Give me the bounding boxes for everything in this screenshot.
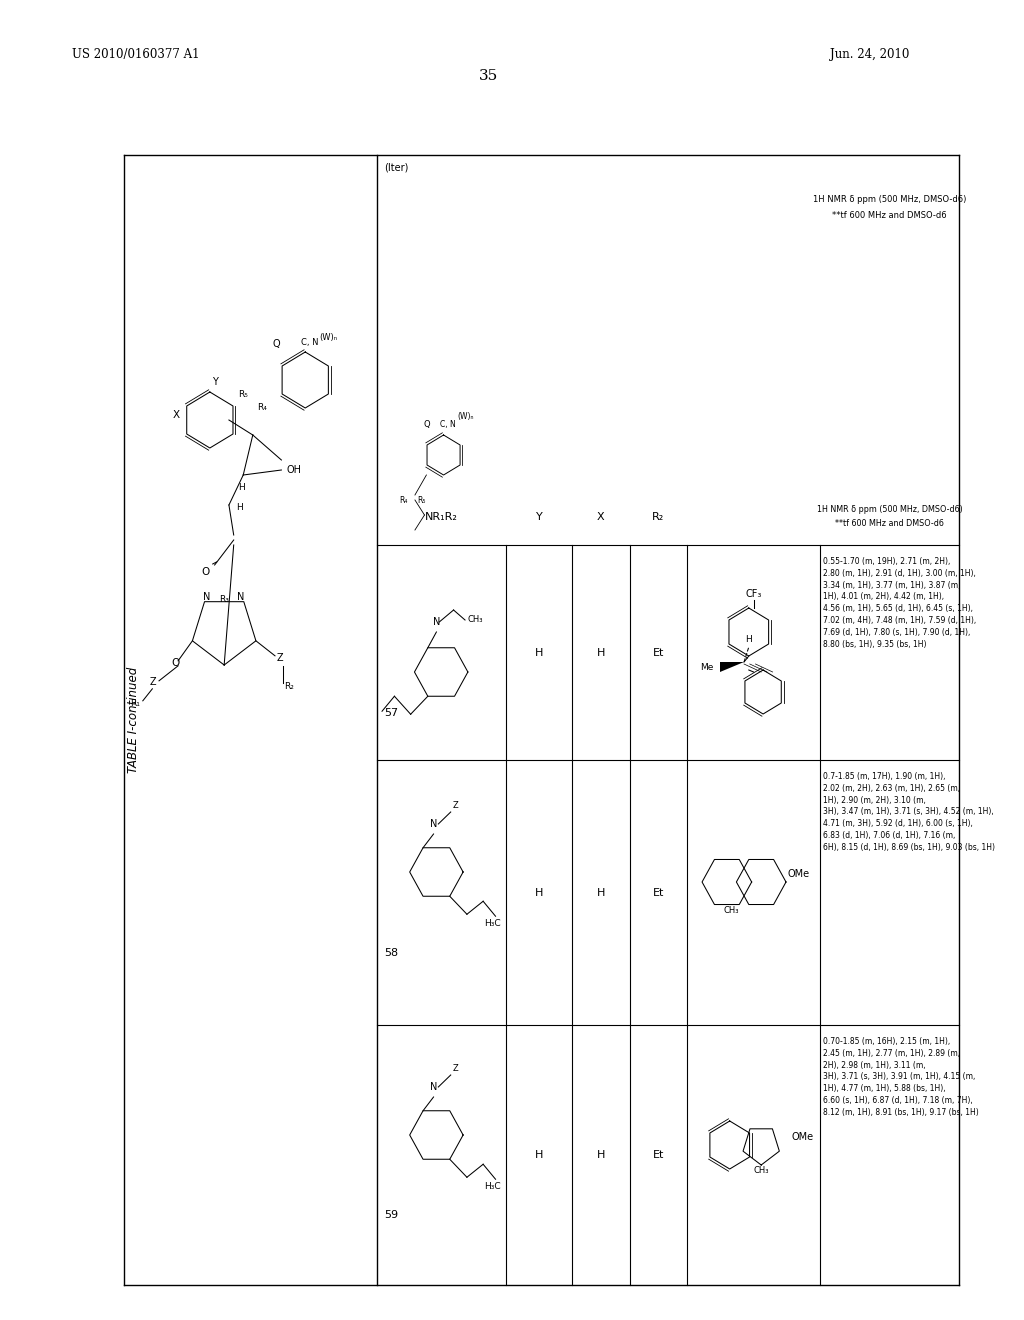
Text: R₄: R₄ bbox=[258, 403, 267, 412]
Text: CF₃: CF₃ bbox=[745, 589, 762, 599]
Text: Z: Z bbox=[150, 677, 157, 686]
Text: Z: Z bbox=[276, 653, 284, 663]
Text: O: O bbox=[201, 568, 209, 577]
Text: O: O bbox=[171, 657, 179, 668]
Text: N: N bbox=[430, 818, 437, 829]
Text: 0.7-1.85 (m, 17H), 1.90 (m, 1H),
2.02 (m, 2H), 2.63 (m, 1H), 2.65 (m,
1H), 2.90 : 0.7-1.85 (m, 17H), 1.90 (m, 1H), 2.02 (m… bbox=[823, 772, 995, 851]
Text: Et: Et bbox=[652, 648, 664, 657]
Text: N: N bbox=[433, 616, 440, 627]
Text: TABLE I-continued: TABLE I-continued bbox=[127, 667, 140, 774]
Text: H: H bbox=[745, 635, 753, 644]
Text: 0.70-1.85 (m, 16H), 2.15 (m, 1H),
2.45 (m, 1H), 2.77 (m, 1H), 2.89 (m,
2H), 2.98: 0.70-1.85 (m, 16H), 2.15 (m, 1H), 2.45 (… bbox=[823, 1038, 979, 1117]
Text: R₁: R₁ bbox=[130, 698, 140, 708]
Text: 1H NMR δ ppm (500 MHz, DMSO-d6): 1H NMR δ ppm (500 MHz, DMSO-d6) bbox=[813, 195, 967, 205]
Text: OMe: OMe bbox=[792, 1133, 814, 1142]
Text: CH₃: CH₃ bbox=[468, 615, 483, 624]
Text: X: X bbox=[597, 512, 605, 523]
Text: H: H bbox=[535, 648, 543, 657]
Text: **tf 600 MHz and DMSO-d6: **tf 600 MHz and DMSO-d6 bbox=[835, 519, 944, 528]
Text: Et: Et bbox=[652, 1150, 664, 1160]
Text: H: H bbox=[597, 1150, 605, 1160]
Text: C, N: C, N bbox=[440, 420, 457, 429]
Text: Jun. 24, 2010: Jun. 24, 2010 bbox=[829, 48, 909, 61]
Text: Z: Z bbox=[453, 801, 459, 810]
Text: 1H NMR δ ppm (500 MHz, DMSO-d6): 1H NMR δ ppm (500 MHz, DMSO-d6) bbox=[816, 506, 963, 515]
Text: H: H bbox=[239, 483, 245, 492]
Text: 58: 58 bbox=[384, 948, 398, 957]
Text: C, N: C, N bbox=[301, 338, 318, 347]
Text: OH: OH bbox=[286, 465, 301, 475]
Text: CH₃: CH₃ bbox=[724, 906, 739, 915]
Text: 57: 57 bbox=[384, 708, 398, 718]
Text: X: X bbox=[172, 411, 179, 420]
Text: Et: Et bbox=[652, 887, 664, 898]
Text: N: N bbox=[203, 591, 210, 602]
Text: OMe: OMe bbox=[787, 869, 810, 879]
Text: R₄: R₄ bbox=[399, 496, 408, 506]
Text: R₃: R₃ bbox=[219, 595, 228, 603]
Text: **tf 600 MHz and DMSO-d6: **tf 600 MHz and DMSO-d6 bbox=[833, 210, 947, 219]
Text: (W)ₙ: (W)ₙ bbox=[457, 412, 473, 421]
Polygon shape bbox=[720, 663, 744, 672]
Text: H: H bbox=[237, 503, 244, 512]
Text: H₃C: H₃C bbox=[484, 919, 501, 928]
Text: H₃C: H₃C bbox=[484, 1183, 501, 1191]
Text: H: H bbox=[535, 887, 543, 898]
Text: 0.55-1.70 (m, 19H), 2.71 (m, 2H),
2.80 (m, 1H), 2.91 (d, 1H), 3.00 (m, 1H),
3.34: 0.55-1.70 (m, 19H), 2.71 (m, 2H), 2.80 (… bbox=[823, 557, 977, 648]
Text: (Iter): (Iter) bbox=[384, 162, 409, 172]
Text: Z: Z bbox=[453, 1064, 459, 1073]
Text: Me: Me bbox=[700, 663, 714, 672]
Text: H: H bbox=[535, 1150, 543, 1160]
Text: R₅: R₅ bbox=[239, 389, 248, 399]
Text: R₅: R₅ bbox=[417, 496, 425, 506]
Text: NR₁R₂: NR₁R₂ bbox=[425, 512, 458, 523]
Text: Q: Q bbox=[423, 420, 430, 429]
Text: 35: 35 bbox=[479, 69, 498, 83]
Text: R₂: R₂ bbox=[285, 682, 295, 690]
Text: Y: Y bbox=[212, 378, 217, 387]
Text: Q: Q bbox=[272, 339, 281, 348]
Text: H: H bbox=[597, 887, 605, 898]
Text: Y: Y bbox=[536, 512, 543, 523]
Text: N: N bbox=[238, 591, 245, 602]
Text: 59: 59 bbox=[384, 1210, 398, 1220]
Text: CH₃: CH₃ bbox=[754, 1166, 769, 1175]
Text: N: N bbox=[430, 1082, 437, 1092]
Text: R₂: R₂ bbox=[652, 512, 665, 523]
Text: US 2010/0160377 A1: US 2010/0160377 A1 bbox=[72, 48, 199, 61]
Text: (W)ₙ: (W)ₙ bbox=[319, 333, 338, 342]
Text: H: H bbox=[597, 648, 605, 657]
